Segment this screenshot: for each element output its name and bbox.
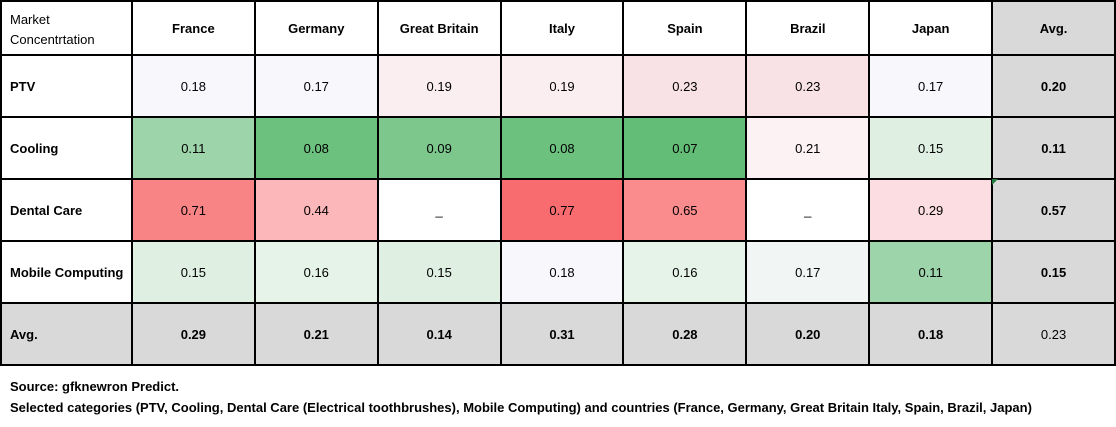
column-header-avg: Avg. [991,0,1116,56]
table-row-avg: Avg. 0.29 0.21 0.14 0.31 0.28 0.20 0.18 0.23 [0,302,1116,366]
column-avg-japan: 0.18 [868,302,994,366]
table-footer: Source: gfknewron Predict. Selected cate… [10,376,1032,418]
cell-dental-care-germany: 0.44 [253,178,379,242]
cell-ptv-spain: 0.23 [622,54,748,118]
cell-cooling-germany: 0.08 [253,116,379,180]
column-avg-great-britain: 0.14 [376,302,502,366]
table-row-ptv: PTV 0.18 0.17 0.19 0.19 0.23 0.23 0.17 0.20 [0,54,1116,118]
column-header-brazil: Brazil [745,0,871,56]
cell-mobile-computing-italy: 0.18 [499,240,625,304]
cell-ptv-japan: 0.17 [868,54,994,118]
cell-dental-care-brazil: _ [745,178,871,242]
cell-mobile-computing-brazil: 0.17 [745,240,871,304]
cell-cooling-great-britain: 0.09 [376,116,502,180]
row-avg-mobile-computing: 0.15 [991,240,1116,304]
table-body: Market Concentrtation France Germany Gre… [0,0,1116,366]
column-header-italy: Italy [499,0,625,56]
cell-ptv-italy: 0.19 [499,54,625,118]
row-avg-cooling: 0.11 [991,116,1116,180]
market-concentration-table: Market Concentrtation France Germany Gre… [0,0,1116,366]
row-label-dental-care: Dental Care [0,178,133,242]
cell-mobile-computing-japan: 0.11 [868,240,994,304]
cell-ptv-great-britain: 0.19 [376,54,502,118]
row-label-mobile-computing: Mobile Computing [0,240,133,304]
column-avg-brazil: 0.20 [745,302,871,366]
cell-cooling-brazil: 0.21 [745,116,871,180]
table-row-cooling: Cooling 0.11 0.08 0.09 0.08 0.07 0.21 0.15 0.11 [0,116,1116,180]
cell-mobile-computing-france: 0.15 [130,240,256,304]
cell-ptv-brazil: 0.23 [745,54,871,118]
column-header-france: France [130,0,256,56]
row-label-ptv: PTV [0,54,133,118]
corner-label-line1: Market [10,12,50,27]
cell-mobile-computing-germany: 0.16 [253,240,379,304]
cell-mobile-computing-spain: 0.16 [622,240,748,304]
source-note: Source: gfknewron Predict. [10,379,180,394]
column-header-germany: Germany [253,0,379,56]
column-avg-france: 0.29 [130,302,256,366]
cell-dental-care-france: 0.71 [130,178,256,242]
cell-cooling-spain: 0.07 [622,116,748,180]
column-header-japan: Japan [868,0,994,56]
grand-average: 0.23 [991,302,1116,366]
cell-cooling-france: 0.11 [130,116,256,180]
column-avg-spain: 0.28 [622,302,748,366]
row-label-avg: Avg. [0,302,133,366]
table-row-mobile-computing: Mobile Computing 0.15 0.16 0.15 0.18 0.16 0.17… [0,240,1116,304]
cell-dental-care-japan: 0.29 [868,178,994,242]
row-avg-ptv: 0.20 [991,54,1116,118]
table-row-dental-care: Dental Care 0.71 0.44 _ 0.77 0.65 _ 0.29 0.57 [0,178,1116,242]
column-header-spain: Spain [622,0,748,56]
header-row: Market Concentrtation France Germany Gre… [0,0,1116,56]
column-avg-germany: 0.21 [253,302,379,366]
column-avg-italy: 0.31 [499,302,625,366]
selection-note: Selected categories (PTV, Cooling, Denta… [10,400,1032,415]
corner-label-line2: Concentrtation [10,32,95,47]
row-label-cooling: Cooling [0,116,133,180]
comment-marker-icon [992,179,998,185]
corner-label: Market Concentrtation [0,0,133,56]
row-avg-dental-care: 0.57 [991,178,1116,242]
cell-dental-care-great-britain: _ [376,178,502,242]
cell-ptv-germany: 0.17 [253,54,379,118]
cell-dental-care-italy: 0.77 [499,178,625,242]
cell-mobile-computing-great-britain: 0.15 [376,240,502,304]
cell-cooling-italy: 0.08 [499,116,625,180]
cell-cooling-japan: 0.15 [868,116,994,180]
cell-ptv-france: 0.18 [130,54,256,118]
cell-dental-care-spain: 0.65 [622,178,748,242]
column-header-great-britain: Great Britain [376,0,502,56]
